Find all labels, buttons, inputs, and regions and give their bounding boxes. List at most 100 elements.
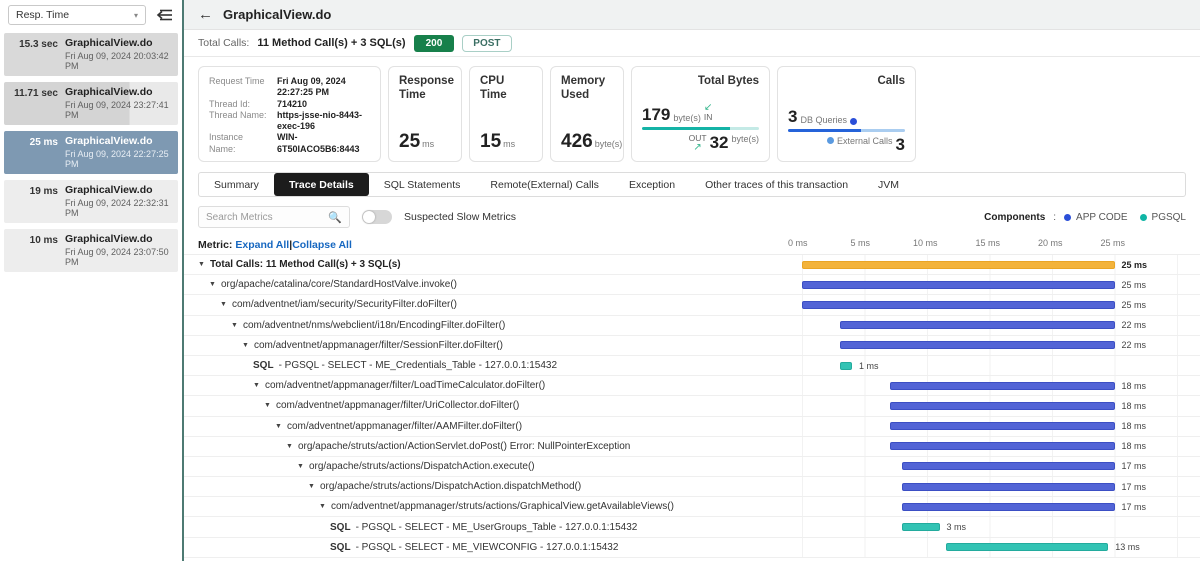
trace-row[interactable]: ▼ org/apache/struts/action/ActionServlet.… xyxy=(184,436,1200,457)
sort-by-dropdown[interactable]: Resp. Time ▾ xyxy=(8,5,146,25)
row-timeline: 18 ms xyxy=(802,416,1200,436)
row-bar[interactable] xyxy=(902,482,1115,491)
row-bar[interactable] xyxy=(839,361,852,370)
trace-list-item[interactable]: 11.71 sec GraphicalView.do Fri Aug 09, 202… xyxy=(4,82,178,125)
response-time-unit: ms xyxy=(422,139,435,149)
tab-sql-statements[interactable]: SQL Statements xyxy=(383,178,461,191)
trace-list-item[interactable]: 15.3 sec GraphicalView.do Fri Aug 09, 2024… xyxy=(4,33,178,76)
row-timeline: 17 ms xyxy=(802,477,1200,497)
row-expand-icon[interactable]: ▼ xyxy=(253,382,260,390)
trace-row[interactable]: ▼ org/apache/struts/actions/DispatchActio… xyxy=(184,477,1200,498)
bytes-in-out-bar xyxy=(642,126,759,130)
trace-row[interactable]: ▼ org/apache/catalina/core/StandardHostVa… xyxy=(184,275,1200,296)
legend-label: PGSQL xyxy=(1151,211,1186,223)
row-expand-icon[interactable]: ▼ xyxy=(242,341,249,349)
trace-list-item[interactable]: 25 ms GraphicalView.do Fri Aug 09, 2024 22… xyxy=(4,131,178,174)
row-expand-icon[interactable]: ▼ xyxy=(198,261,205,269)
card-title: Memory Used xyxy=(561,75,606,101)
bytes-out-label: OUT xyxy=(688,132,707,143)
axis-tick: 20 ms xyxy=(1038,238,1063,248)
row-expand-icon[interactable]: ▼ xyxy=(308,483,315,491)
row-bar[interactable] xyxy=(839,341,1115,350)
row-bar[interactable] xyxy=(902,502,1115,511)
trace-row[interactable]: SQL - PGSQL - SELECT - ME_UserGroups_Tab… xyxy=(184,517,1200,538)
trace-row[interactable]: SQL - PGSQL - SELECT - ME_VIEWCONFIG - 1… xyxy=(184,537,1200,558)
row-bar[interactable] xyxy=(889,442,1115,451)
search-metrics-input[interactable] xyxy=(206,211,323,223)
metrics-filter-bar: 🔍 Suspected Slow Metrics Components : AP… xyxy=(184,197,1200,234)
row-expand-icon[interactable]: ▼ xyxy=(286,442,293,450)
back-button[interactable]: ← xyxy=(198,6,213,23)
row-bar[interactable] xyxy=(802,300,1115,309)
row-timeline: 1 ms xyxy=(802,355,1200,376)
row-bar[interactable] xyxy=(839,321,1115,330)
axis-tick: 10 ms xyxy=(913,238,938,248)
bytes-out-value: 32 xyxy=(709,132,729,152)
tab-exception[interactable]: Exception xyxy=(628,178,676,191)
row-method-name: com/adventnet/appmanager/filter/AAMFilte… xyxy=(286,420,523,432)
row-timeline: 25 ms xyxy=(802,275,1200,295)
row-timeline: 13 ms xyxy=(802,537,1200,557)
row-bar[interactable] xyxy=(802,280,1115,289)
expand-all-link[interactable]: Expand All xyxy=(235,239,290,251)
tab-summary[interactable]: Summary xyxy=(214,178,259,191)
memory-used-unit: byte(s) xyxy=(594,139,623,149)
row-label: ▼ com/adventnet/appmanager/filter/Session… xyxy=(198,340,802,351)
row-timeline: 18 ms xyxy=(802,376,1200,396)
trace-duration: 11.71 sec xyxy=(14,88,58,99)
trace-row[interactable]: ▼ com/adventnet/nms/webclient/i18n/Encodi… xyxy=(184,315,1200,336)
row-bar[interactable] xyxy=(902,462,1115,471)
trace-row[interactable]: ▼ com/adventnet/appmanager/filter/AAMFilt… xyxy=(184,416,1200,437)
row-method-name: - PGSQL - SELECT - ME_Credentials_Table … xyxy=(278,360,558,372)
bytes-in-unit: byte(s) xyxy=(673,112,701,123)
row-method-name: org/apache/struts/actions/DispatchAction… xyxy=(319,481,582,493)
tab-remote-external-calls[interactable]: Remote(External) Calls xyxy=(490,178,599,191)
detail-value: 714210 xyxy=(277,98,308,109)
trace-item-text: GraphicalView.do Fri Aug 09, 2024 22:32:3… xyxy=(65,184,172,218)
collapse-sidebar-button[interactable] xyxy=(154,5,174,25)
trace-row[interactable]: ▼ com/adventnet/appmanager/struts/actions… xyxy=(184,497,1200,518)
row-expand-icon[interactable]: ▼ xyxy=(319,503,326,511)
row-bar[interactable] xyxy=(889,422,1115,431)
trace-row[interactable]: ▼ com/adventnet/iam/security/SecurityFilt… xyxy=(184,295,1200,316)
trace-row[interactable]: ▼ com/adventnet/appmanager/filter/Session… xyxy=(184,335,1200,356)
legend-item-app-code: APP CODE xyxy=(1064,212,1128,223)
search-icon[interactable]: 🔍 xyxy=(328,211,342,224)
suspected-slow-metrics-toggle[interactable] xyxy=(362,210,392,224)
row-timeline: 17 ms xyxy=(802,497,1200,517)
row-bar[interactable] xyxy=(802,260,1115,269)
cpu-time-unit: ms xyxy=(503,139,516,149)
row-label: ▼ org/apache/catalina/core/StandardHostVa… xyxy=(198,279,802,290)
row-label: ▼ com/adventnet/appmanager/struts/actions… xyxy=(198,501,802,512)
row-expand-icon[interactable]: ▼ xyxy=(231,321,238,329)
trace-row[interactable]: ▼ com/adventnet/appmanager/filter/LoadTim… xyxy=(184,376,1200,397)
row-duration-label: 13 ms xyxy=(1115,542,1140,553)
trace-row[interactable]: ▼ org/apache/struts/actions/DispatchActio… xyxy=(184,456,1200,478)
row-duration-label: 18 ms xyxy=(1121,441,1147,452)
trace-list-item[interactable]: 10 ms GraphicalView.do Fri Aug 09, 2024 23… xyxy=(4,229,178,272)
row-expand-icon[interactable]: ▼ xyxy=(264,402,271,410)
trace-row[interactable]: ▼ Total Calls: 11 Method Call(s) + 3 SQL(… xyxy=(184,255,1200,276)
row-bar[interactable] xyxy=(889,401,1115,410)
tab-jvm[interactable]: JVM xyxy=(878,178,900,191)
collapse-all-link[interactable]: Collapse All xyxy=(292,239,352,251)
tab-other-traces-of-this-transaction[interactable]: Other traces of this transaction xyxy=(705,178,849,191)
row-expand-icon[interactable]: ▼ xyxy=(275,422,282,430)
trace-row[interactable]: ▼ com/adventnet/appmanager/filter/UriColl… xyxy=(184,396,1200,417)
calls-card: Calls 3 DB Queries External Calls 3 xyxy=(777,66,916,162)
legend-dot xyxy=(1064,214,1072,221)
row-duration-label: 22 ms xyxy=(1121,340,1147,351)
row-expand-icon[interactable]: ▼ xyxy=(220,301,227,309)
detail-value: WIN-6T50IACO5B6:8443 xyxy=(277,132,360,154)
trace-row[interactable]: SQL - PGSQL - SELECT - ME_Credentials_Ta… xyxy=(184,355,1200,377)
row-bar[interactable] xyxy=(945,543,1109,552)
detail-row: Thread Id: 714210 xyxy=(209,99,370,110)
detail-row: Request Time Fri Aug 09, 2024 22:27:25 PM xyxy=(209,76,370,99)
row-expand-icon[interactable]: ▼ xyxy=(297,462,304,470)
trace-list-item[interactable]: 19 ms GraphicalView.do Fri Aug 09, 2024 22… xyxy=(4,180,178,223)
row-bar[interactable] xyxy=(889,381,1115,390)
row-expand-icon[interactable]: ▼ xyxy=(209,281,216,289)
row-bar[interactable] xyxy=(902,523,940,532)
tab-trace-details[interactable]: Trace Details xyxy=(273,173,369,196)
trace-timestamp: Fri Aug 09, 2024 22:32:31 PM xyxy=(65,198,169,218)
